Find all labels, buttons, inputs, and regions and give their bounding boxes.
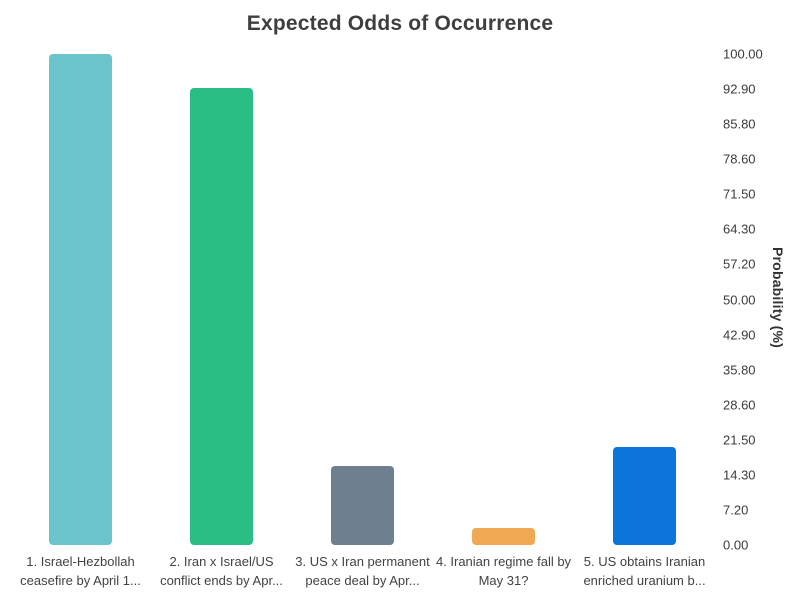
bar-slot	[433, 54, 574, 545]
category-label: 3. US x Iran permanent peace deal by Apr.…	[295, 554, 430, 588]
bar-slot	[292, 54, 433, 545]
bar-slot	[151, 54, 292, 545]
bar-1	[49, 54, 112, 545]
y-tick-label: 85.80	[723, 116, 756, 132]
bar-3	[331, 466, 394, 545]
y-tick-label: 42.90	[723, 327, 756, 343]
y-tick-label: 50.00	[723, 292, 756, 307]
chart-title: Expected Odds of Occurrence	[246, 12, 554, 35]
plot-area	[10, 54, 715, 545]
y-tick-label: 7.20	[723, 502, 749, 518]
category-label: 4. Iranian regime fall by May 31?	[435, 554, 572, 588]
y-tick-label: 92.90	[723, 81, 756, 97]
x-axis-category-labels: 1. Israel-Hezbollah ceasefire by April 1.…	[10, 552, 715, 590]
bar-slot	[574, 54, 715, 545]
bar-4	[472, 527, 535, 545]
bar-5	[613, 446, 676, 545]
y-axis-tick-labels: 100.00 92.90 85.80 78.60 71.50 64.30 57.20 50.0…	[723, 47, 793, 553]
y-tick-label: 100.00	[723, 46, 763, 62]
y-tick-label: 57.20	[723, 256, 756, 272]
y-tick-label: 71.50	[723, 186, 756, 202]
bar-2	[190, 88, 253, 545]
y-tick-label: 64.30	[723, 221, 756, 237]
y-tick-label: 0.00	[723, 537, 749, 553]
y-tick-label: 28.60	[723, 397, 756, 413]
category-label: 1. Israel-Hezbollah ceasefire by April 1.…	[20, 554, 141, 588]
y-tick-label: 78.60	[723, 151, 756, 167]
y-axis-title: Probability (%)	[770, 247, 786, 349]
bar-slot	[10, 54, 151, 545]
y-tick-label: 21.50	[723, 432, 756, 448]
category-label: 5. US obtains Iranian enriched uranium b.…	[583, 554, 706, 588]
category-label: 2. Iran x Israel/US conflict ends by Apr.…	[160, 554, 283, 588]
y-tick-label: 35.80	[723, 362, 756, 378]
y-tick-label: 14.30	[723, 467, 756, 483]
